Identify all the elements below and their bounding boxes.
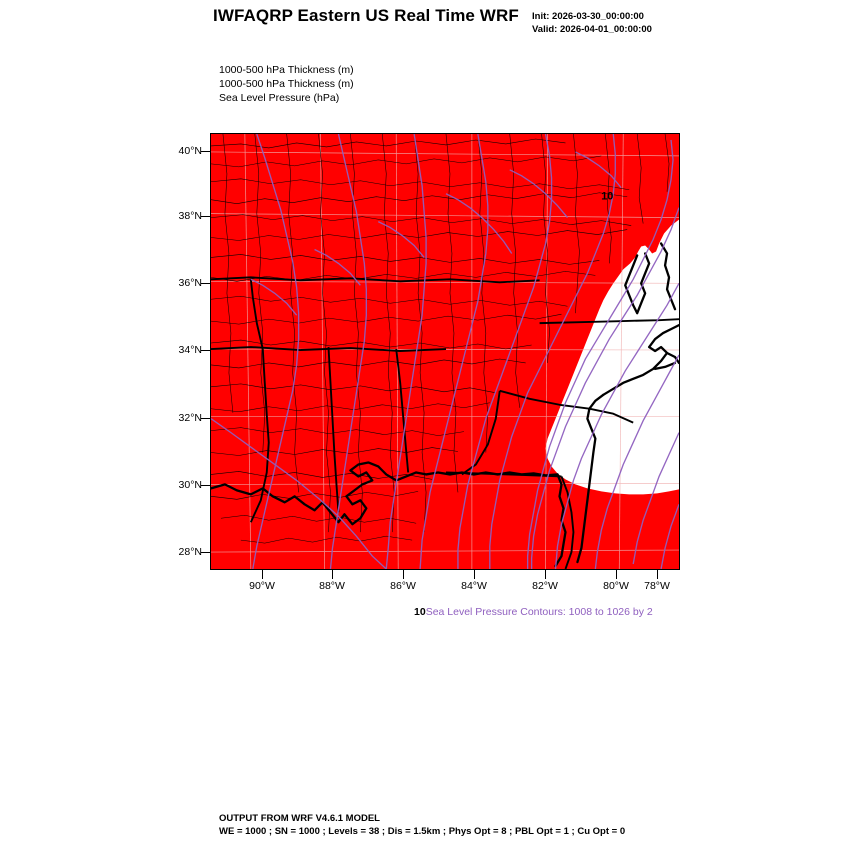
latitude-axis: 40°N 38°N 36°N 34°N 32°N 30°N 28°N — [150, 133, 202, 570]
longitude-axis: 90°W 88°W 86°W 84°W 82°W 80°W 78°W — [210, 580, 680, 598]
map-canvas: 10 — [211, 134, 679, 569]
field-label-2: Sea Level Pressure (hPa) — [219, 92, 340, 104]
lon-tick-90 — [262, 570, 264, 579]
model-footer: OUTPUT FROM WRF V4.6.1 MODEL WE = 1000 ;… — [219, 812, 625, 838]
thickness-fill-band — [211, 134, 679, 569]
init-time: Init: 2026-03-30_00:00:00 — [532, 11, 644, 22]
lat-label-38: 38°N — [178, 210, 202, 222]
lon-tick-88 — [332, 570, 334, 579]
lon-tick-82 — [545, 570, 547, 579]
map-plot-area[interactable]: 10 — [210, 133, 680, 570]
lon-label-88: 88°W — [319, 580, 345, 592]
lon-label-78: 78°W — [644, 580, 670, 592]
footer-config-line: WE = 1000 ; SN = 1000 ; Levels = 38 ; Di… — [219, 826, 626, 837]
lat-label-30: 30°N — [178, 479, 202, 491]
lat-tick-32 — [201, 418, 210, 420]
lon-tick-84 — [474, 570, 476, 579]
page-title: IWFAQRP Eastern US Real Time WRF — [213, 6, 519, 25]
contour-caption-text: Sea Level Pressure Contours: 1008 to 102… — [425, 606, 653, 618]
lat-tick-28 — [201, 552, 210, 554]
lon-tick-86 — [403, 570, 405, 579]
contour-caption: 10Sea Level Pressure Contours: 1008 to 1… — [414, 606, 653, 618]
run-timestamps: Init: 2026-03-30_00:00:00 Valid: 2026-04… — [532, 11, 652, 36]
field-label-0: 1000-500 hPa Thickness (m) — [219, 64, 354, 76]
field-legend: 1000-500 hPa Thickness (m) 1000-500 hPa … — [219, 63, 354, 105]
lon-label-90: 90°W — [249, 580, 275, 592]
field-label-1: 1000-500 hPa Thickness (m) — [219, 78, 354, 90]
lat-label-34: 34°N — [178, 344, 202, 356]
contour-caption-number: 10 — [414, 606, 426, 618]
coastline — [211, 242, 679, 568]
valid-time: Valid: 2026-04-01_00:00:00 — [532, 23, 652, 35]
lat-tick-36 — [201, 283, 210, 285]
lat-label-36: 36°N — [178, 277, 202, 289]
lat-label-28: 28°N — [178, 546, 202, 558]
slp-contours — [211, 134, 679, 569]
footer-model-line: OUTPUT FROM WRF V4.6.1 MODEL — [219, 813, 380, 824]
lat-tick-30 — [201, 485, 210, 487]
state-boundaries — [211, 276, 679, 569]
lat-label-32: 32°N — [178, 412, 202, 424]
lon-label-86: 86°W — [390, 580, 416, 592]
lat-tick-34 — [201, 350, 210, 352]
lon-label-82: 82°W — [532, 580, 558, 592]
slp-contour-label: 10 — [601, 191, 613, 203]
lon-label-80: 80°W — [603, 580, 629, 592]
county-boundaries — [211, 134, 670, 544]
lon-label-84: 84°W — [461, 580, 487, 592]
lon-tick-80 — [616, 570, 618, 579]
lat-tick-40 — [201, 151, 210, 153]
lat-label-40: 40°N — [178, 145, 202, 157]
lon-tick-78 — [657, 570, 659, 579]
lat-tick-38 — [201, 216, 210, 218]
